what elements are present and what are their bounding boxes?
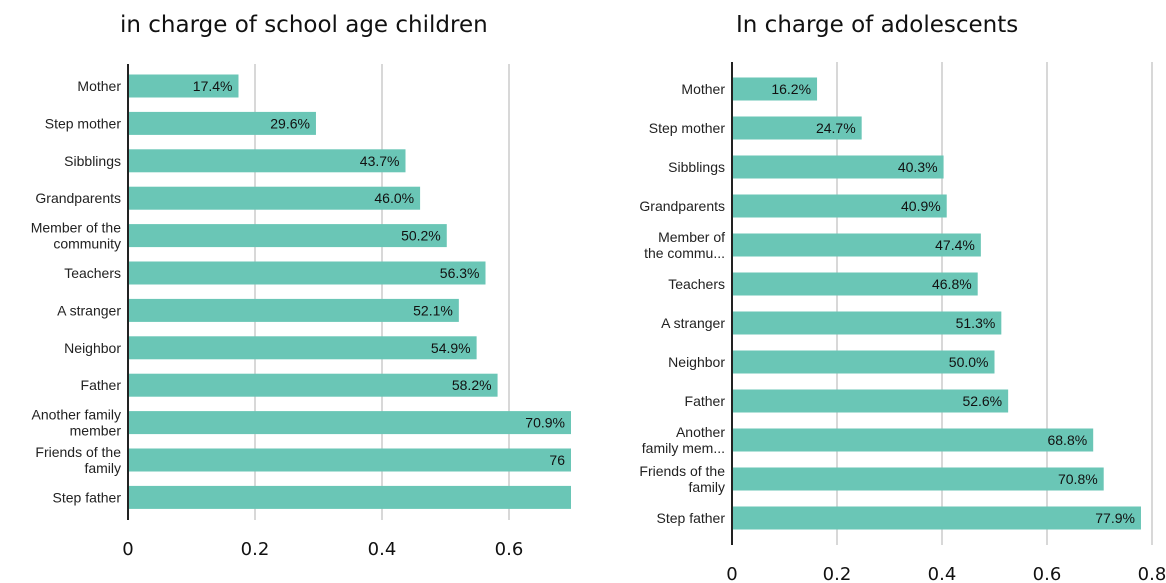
- bar: [128, 411, 571, 435]
- bar: [128, 224, 447, 248]
- bar-chart-school-age: 17.4% Mother 29.6% Step mother 43.7% Sibbling…: [31, 64, 571, 560]
- x-tick-label: 0.8: [1138, 564, 1166, 583]
- category-label: Mother: [681, 81, 725, 97]
- category-label: Another family: [32, 407, 121, 423]
- bar: [128, 186, 421, 210]
- bar: [732, 116, 862, 140]
- data-label: 70.9%: [525, 415, 565, 431]
- category-label: Member of: [658, 229, 725, 245]
- bar: [732, 311, 1002, 335]
- category-label: Step father: [657, 510, 726, 526]
- x-tick-label: 0.4: [928, 564, 957, 583]
- data-label: 70.8%: [1058, 471, 1098, 487]
- data-label: 68.8%: [1047, 432, 1087, 448]
- category-label: family: [84, 460, 121, 476]
- data-label: 76: [549, 452, 565, 468]
- category-label: Mother: [77, 78, 121, 94]
- bar: [732, 194, 947, 218]
- category-label: Friends of the: [639, 463, 725, 479]
- data-label: 58.2%: [452, 377, 492, 393]
- category-label: community: [53, 236, 121, 252]
- category-label: member: [70, 423, 122, 439]
- category-label: A stranger: [661, 315, 725, 331]
- data-label: 54.9%: [431, 340, 471, 356]
- data-label: 47.4%: [935, 237, 975, 253]
- category-label: Neighbor: [668, 354, 725, 370]
- bar: [732, 155, 944, 179]
- data-label: 24.7%: [816, 120, 856, 136]
- category-label: Grandparents: [35, 190, 121, 206]
- bar: [732, 389, 1009, 413]
- data-label: 46.8%: [932, 276, 972, 292]
- x-tick-label: 0.2: [823, 564, 852, 583]
- bar: [732, 272, 978, 296]
- chart-title: in charge of school age children: [120, 12, 488, 38]
- category-label: Grandparents: [639, 198, 725, 214]
- category-label: Neighbor: [64, 340, 121, 356]
- x-tick-label: 0.4: [368, 539, 397, 560]
- data-label: 46.0%: [374, 190, 414, 206]
- chart-school-age: in charge of school age children 17.4% Mo…: [31, 12, 571, 560]
- data-label: 52.6%: [962, 393, 1002, 409]
- data-label: 29.6%: [270, 115, 310, 131]
- chart-adolescents: In charge of adolescents 16.2% Mother 24.7…: [583, 0, 1166, 583]
- x-tick-label: 0.2: [241, 539, 270, 560]
- bar: [732, 77, 818, 101]
- bar: [128, 336, 477, 360]
- chart-title: In charge of adolescents: [736, 12, 1019, 38]
- category-label: Friends of the: [35, 444, 121, 460]
- category-label: A stranger: [57, 302, 121, 318]
- x-tick-label: 0: [726, 564, 737, 583]
- bar: [732, 467, 1104, 491]
- category-label: Step father: [53, 489, 122, 505]
- bar: [128, 448, 571, 472]
- category-label: Father: [81, 377, 122, 393]
- category-label: family: [688, 479, 725, 495]
- category-label: Teachers: [668, 276, 725, 292]
- bar-chart-adolescents: 16.2% Mother 24.7% Step mother 40.3% Sibbling…: [639, 62, 1166, 583]
- category-label: Member of the: [31, 220, 121, 236]
- category-label: Sibblings: [668, 159, 725, 175]
- category-label: Step mother: [649, 120, 726, 136]
- bar: [732, 350, 995, 374]
- bar: [732, 506, 1141, 530]
- bar: [128, 298, 459, 322]
- data-label: 50.2%: [401, 228, 441, 244]
- data-label: 50.0%: [949, 354, 989, 370]
- data-label: 56.3%: [440, 265, 480, 281]
- data-label: 40.3%: [898, 159, 938, 175]
- data-label: 16.2%: [771, 81, 811, 97]
- bar: [128, 261, 486, 285]
- data-label: 43.7%: [360, 153, 400, 169]
- x-tick-label: 0.6: [1033, 564, 1062, 583]
- category-label: Sibblings: [64, 153, 121, 169]
- data-label: 40.9%: [901, 198, 941, 214]
- category-label: Another: [676, 424, 725, 440]
- bar: [128, 74, 239, 98]
- category-label: Step mother: [45, 115, 122, 131]
- bar: [128, 485, 571, 509]
- category-label: the commu...: [644, 245, 725, 261]
- x-tick-label: 0: [122, 539, 133, 560]
- category-label: family mem...: [642, 440, 725, 456]
- data-label: 52.1%: [413, 302, 453, 318]
- x-tick-label: 0.6: [495, 539, 524, 560]
- data-label: 17.4%: [193, 78, 233, 94]
- category-label: Father: [685, 393, 726, 409]
- bar: [732, 233, 981, 257]
- bar: [732, 428, 1094, 452]
- bar: [128, 149, 406, 173]
- category-label: Teachers: [64, 265, 121, 281]
- data-label: 77.9%: [1095, 510, 1135, 526]
- data-label: 51.3%: [956, 315, 996, 331]
- bar: [128, 111, 316, 135]
- bar: [128, 373, 498, 397]
